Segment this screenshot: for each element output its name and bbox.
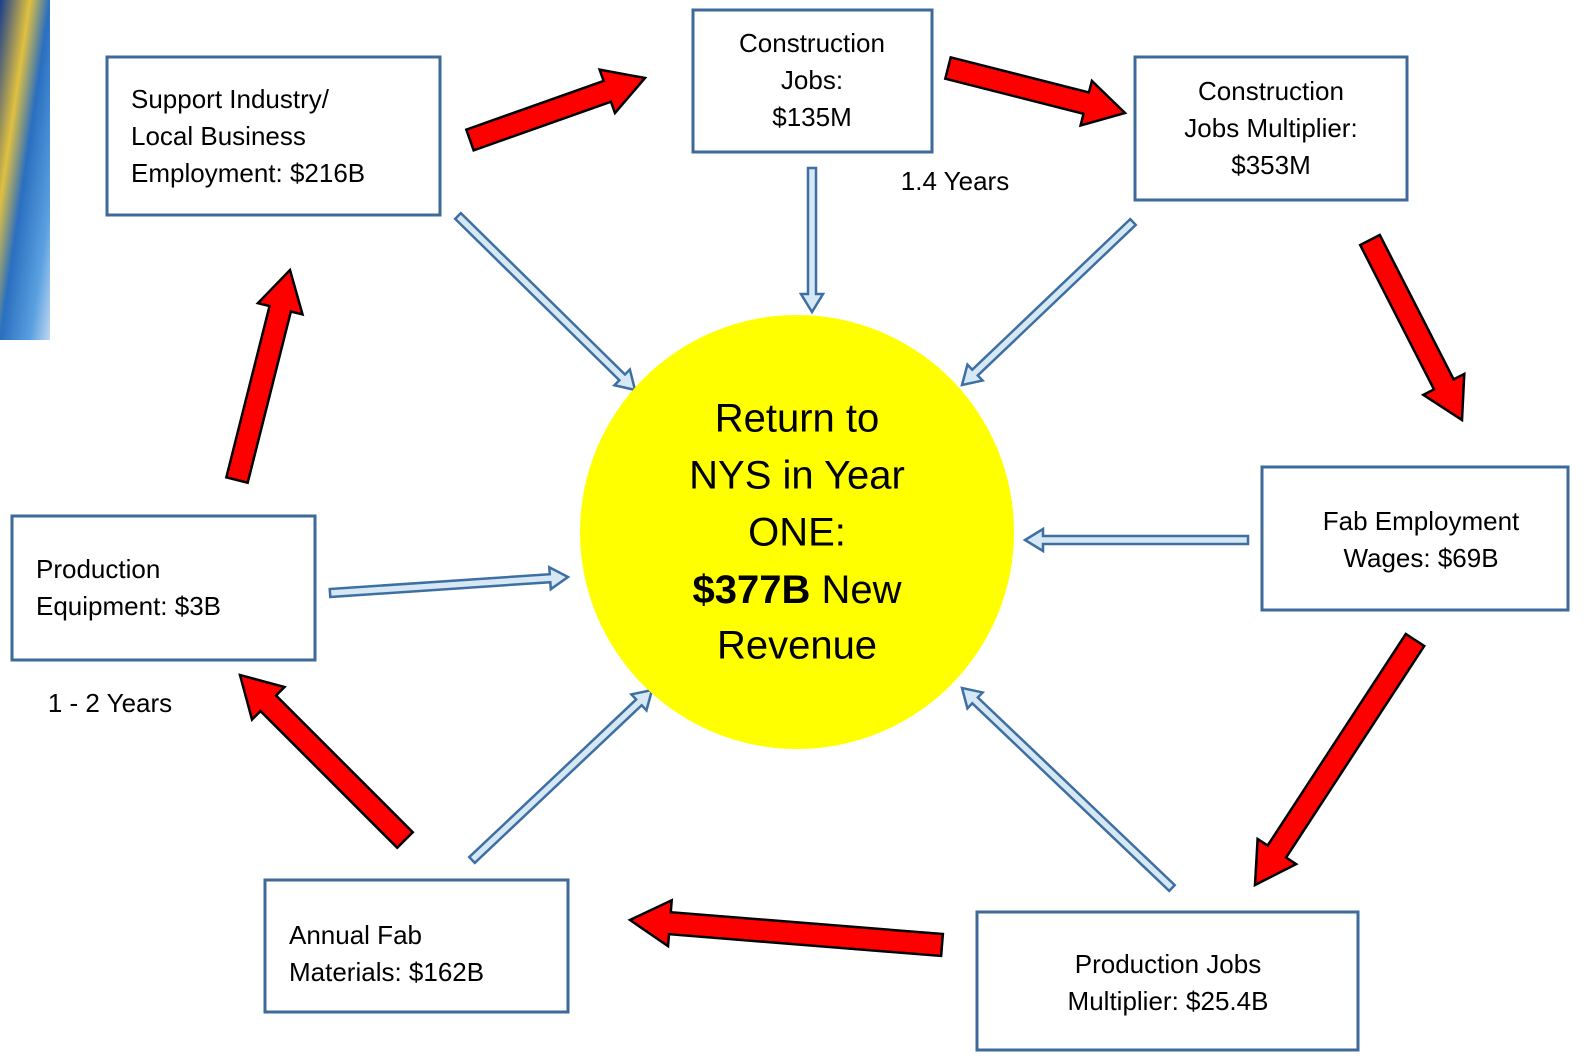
node-label: Annual Fab	[289, 920, 422, 950]
return-arrow	[960, 217, 1138, 387]
return-arrow	[453, 211, 637, 392]
center-line: NYS in Year	[689, 454, 905, 498]
node-label: Local Business	[131, 121, 306, 151]
boxes: Support Industry/Local Business Employmen…	[10, 8, 1570, 1052]
center-line: $377B New	[692, 568, 901, 612]
node-label: Construction	[739, 28, 885, 58]
return-arrow	[1022, 526, 1250, 554]
center-circle	[580, 315, 1014, 749]
node-label: Fab Employment	[1323, 506, 1520, 536]
arrows	[224, 55, 1466, 958]
node-box	[263, 878, 570, 1014]
node-label: Production Jobs	[1075, 949, 1261, 979]
center-suffix	[810, 568, 821, 612]
return-arrow	[328, 565, 571, 599]
flow-arrow	[238, 673, 415, 850]
return-arrow	[960, 686, 1177, 893]
timing: 1 - 2 Years	[48, 688, 172, 718]
flow-arrow	[224, 267, 305, 485]
node-box	[691, 8, 934, 154]
node-label: Jobs Multiplier:	[1184, 113, 1357, 143]
corner-image	[0, 0, 50, 340]
node-label: $135M	[772, 102, 852, 132]
node-box	[975, 910, 1360, 1052]
node-box	[1133, 55, 1409, 202]
node-label: Wages: $69B	[1343, 543, 1498, 573]
node-label: Construction	[1198, 76, 1344, 106]
flow-arrow	[1358, 233, 1466, 423]
flow-arrow	[464, 68, 648, 152]
node-box	[105, 55, 442, 217]
flow-arrow	[627, 898, 945, 958]
center-amount: $377B	[692, 568, 810, 612]
node-label: Equipment: $3B	[36, 591, 221, 621]
return-arrow	[467, 688, 654, 865]
center-line: Return to	[715, 397, 880, 441]
node-label: Jobs:	[781, 65, 843, 95]
node-label: Production	[36, 554, 160, 584]
node-label: Support Industry/	[131, 84, 330, 114]
flow-arrow	[1253, 632, 1426, 888]
center-suffix: New	[821, 568, 901, 612]
center-line: ONE:	[748, 511, 846, 555]
node-box	[10, 514, 317, 662]
node-label: Employment: $216B	[131, 158, 365, 188]
node-label: $353M	[1231, 150, 1311, 180]
node-label: Materials: $162B	[289, 957, 484, 987]
timing: 1.4 Years	[901, 166, 1009, 196]
node-label: Multiplier: $25.4B	[1068, 986, 1269, 1016]
center-line: Revenue	[717, 624, 877, 668]
flow-arrow	[943, 55, 1128, 128]
return-arrow	[798, 166, 826, 315]
node-box	[1260, 465, 1570, 612]
